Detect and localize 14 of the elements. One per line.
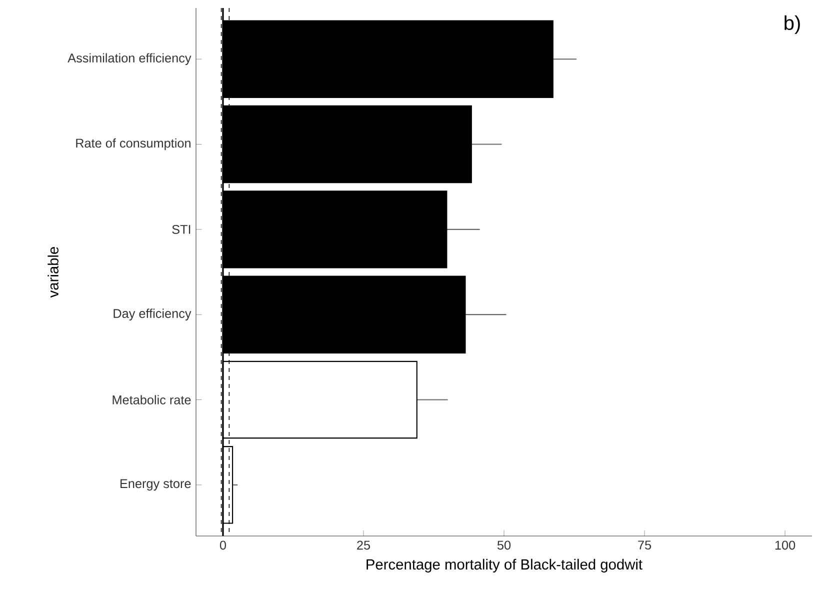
y-tick-label: Day efficiency — [114, 308, 192, 320]
y-tick-label: Rate of consumption — [76, 138, 190, 150]
y-axis-title: variable — [48, 246, 58, 298]
y-tick-label: STI — [172, 224, 190, 234]
x-tick-label: 75 — [638, 540, 652, 550]
x-tick-label: 100 — [775, 540, 796, 550]
y-tick-label: Metabolic rate — [112, 395, 191, 404]
annotation: b) — [784, 15, 800, 34]
x-tick-label: 0 — [220, 540, 226, 550]
x-tick-label: 50 — [497, 540, 511, 550]
y-tick-label: Assimilation efficiency — [68, 53, 192, 66]
x-tick-label: 25 — [357, 540, 370, 550]
x-axis-title: Percentage mortality of Black-tailed godwit — [366, 558, 642, 572]
y-tick-label: Energy store — [120, 479, 191, 491]
